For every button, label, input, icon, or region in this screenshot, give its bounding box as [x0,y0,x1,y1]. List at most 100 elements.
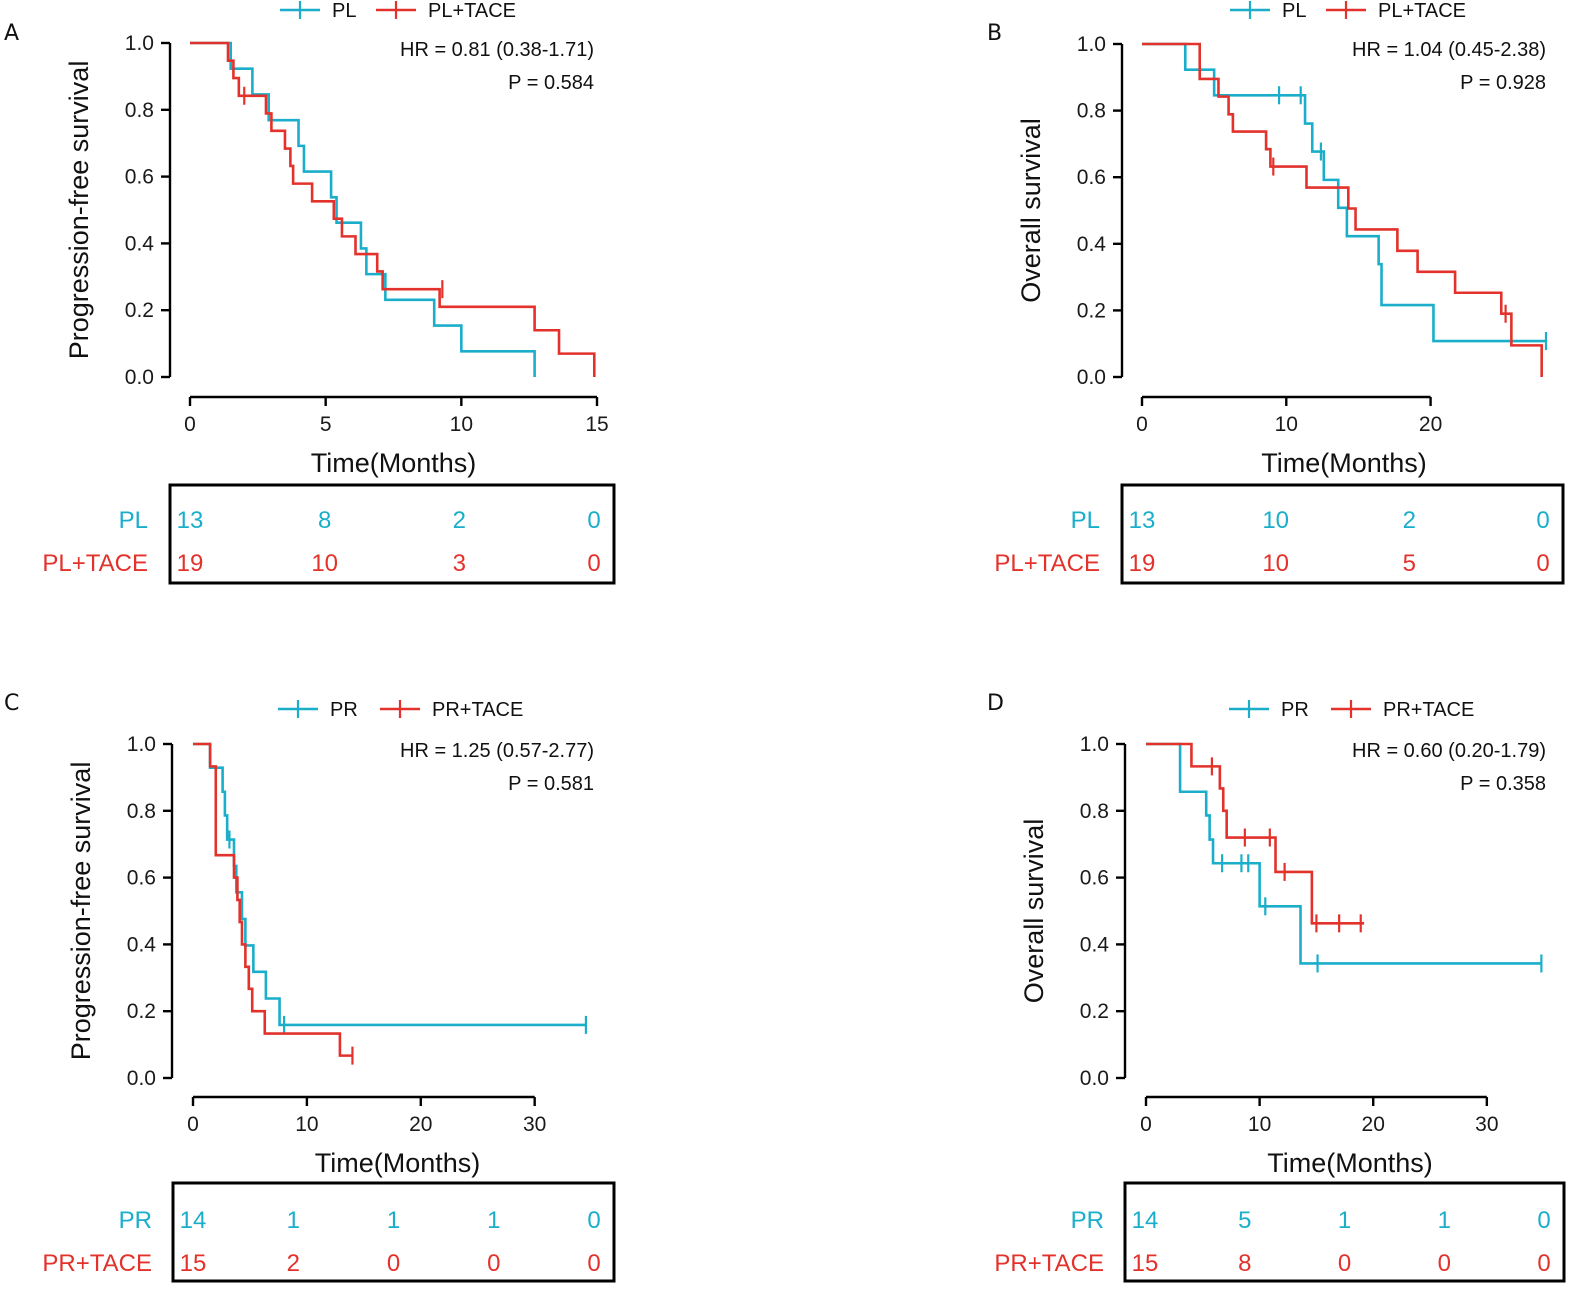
y-tick-label: 0.8 [125,99,154,122]
km-curve [193,742,353,1057]
km-series-arm2 [193,742,354,1065]
y-tick-label: 0.8 [1080,800,1109,823]
risk-count: 1 [1438,1207,1451,1234]
risk-table: PR 14 1 1 1 0 PR+TACE 15 2 0 0 0 [42,1181,616,1283]
x-tick-label: 20 [1419,413,1442,436]
risk-count: 0 [487,1250,500,1277]
km-panel-a: A PL PL+TACE 0.0 0.2 0.4 0.6 0.8 1.0 0 5 10 15 Progre… [4,0,616,585]
risk-row-label: PL [119,507,148,534]
risk-count: 2 [287,1250,300,1277]
risk-table-box [168,483,616,585]
panel-letter: B [987,21,1002,46]
km-curve [190,41,536,377]
risk-count: 0 [1536,507,1549,534]
y-tick-label: 1.0 [127,733,156,756]
risk-count: 2 [453,507,466,534]
panel-letter: D [987,691,1004,716]
risk-row-label: PR [1071,1207,1104,1234]
risk-table-box [1123,1181,1566,1283]
risk-table: PL 13 8 2 0 PL+TACE 19 10 3 0 [42,483,616,585]
risk-count: 0 [587,1207,600,1234]
risk-count: 13 [177,507,204,534]
x-axis-title: Time(Months) [311,448,477,478]
y-tick-label: 0.2 [1077,299,1106,322]
km-series-arm1 [1146,742,1543,973]
risk-count: 15 [1132,1250,1159,1277]
risk-count: 1 [287,1207,300,1234]
x-axis-title: Time(Months) [1261,448,1427,478]
y-tick-label: 0.6 [127,867,156,890]
y-tick-label: 0.8 [1077,100,1106,123]
risk-count: 8 [318,507,331,534]
legend-label: PL [332,0,356,22]
p-value-text: P = 0.581 [508,773,594,795]
risk-row-label: PR+TACE [994,1250,1104,1277]
risk-count: 0 [587,507,600,534]
risk-count: 0 [387,1250,400,1277]
legend-label: PL+TACE [428,0,516,22]
risk-count: 0 [1536,550,1549,577]
km-series-arm1 [1142,42,1548,351]
risk-table: PR 14 5 1 1 0 PR+TACE 15 8 0 0 0 [994,1181,1566,1283]
x-tick-label: 0 [187,1113,199,1136]
km-series-arm1 [190,41,536,377]
x-tick-label: 30 [1475,1113,1498,1136]
x-tick-label: 10 [1248,1113,1271,1136]
y-tick-label: 0.4 [1077,233,1107,256]
x-tick-label: 30 [523,1113,546,1136]
y-axis-title: Overall survival [1019,819,1049,1004]
y-tick-label: 1.0 [1077,33,1106,56]
x-tick-label: 10 [1275,413,1298,436]
p-value-text: P = 0.358 [1460,773,1546,795]
hazard-ratio-text: HR = 0.60 (0.20-1.79) [1352,740,1546,762]
y-axis-title: Progression-free survival [64,61,94,360]
risk-count: 0 [1537,1207,1550,1234]
x-tick-label: 0 [1136,413,1148,436]
risk-count: 0 [1438,1250,1451,1277]
x-tick-label: 0 [184,413,196,436]
y-tick-label: 0.8 [127,800,156,823]
y-tick-label: 0.0 [1077,366,1106,389]
legend-label: PR [330,699,358,721]
x-tick-label: 5 [320,413,332,436]
km-curve [1142,42,1543,377]
legend-label: PR+TACE [1383,699,1474,721]
panel-letter: A [4,21,19,46]
risk-row-label: PR+TACE [42,1250,152,1277]
risk-table-box [171,1181,616,1283]
risk-row-label: PL+TACE [42,550,148,577]
km-curve [1146,742,1365,925]
risk-row-label: PL [1071,507,1100,534]
risk-table-box [1120,483,1565,585]
legend: PR PR+TACE [278,699,523,721]
km-series-arm2 [1146,742,1365,933]
legend-label: PR [1281,699,1309,721]
y-tick-label: 0.4 [127,933,157,956]
y-tick-label: 0.6 [1077,166,1106,189]
legend: PL PL+TACE [1230,0,1466,22]
x-axis-title: Time(Months) [315,1148,481,1178]
legend-label: PL+TACE [1378,0,1466,22]
risk-count: 0 [587,550,600,577]
risk-count: 15 [180,1250,207,1277]
risk-count: 1 [387,1207,400,1234]
legend: PR PR+TACE [1229,699,1474,721]
y-tick-label: 0.6 [1080,867,1109,890]
y-tick-label: 0.0 [127,1067,156,1090]
hazard-ratio-text: HR = 1.25 (0.57-2.77) [400,740,594,762]
km-curve [1146,742,1542,965]
legend-label: PR+TACE [432,699,523,721]
y-tick-label: 0.0 [125,366,154,389]
y-axis-title: Overall survival [1016,118,1046,303]
risk-count: 13 [1129,507,1156,534]
risk-count: 19 [177,550,204,577]
hazard-ratio-text: HR = 1.04 (0.45-2.38) [1352,39,1546,61]
hazard-ratio-text: HR = 0.81 (0.38-1.71) [400,39,594,61]
y-tick-label: 0.4 [1080,933,1110,956]
x-tick-label: 10 [295,1113,318,1136]
risk-table: PL 13 10 2 0 PL+TACE 19 10 5 0 [994,483,1565,585]
y-tick-label: 0.4 [125,232,155,255]
km-series-arm2 [190,41,596,377]
